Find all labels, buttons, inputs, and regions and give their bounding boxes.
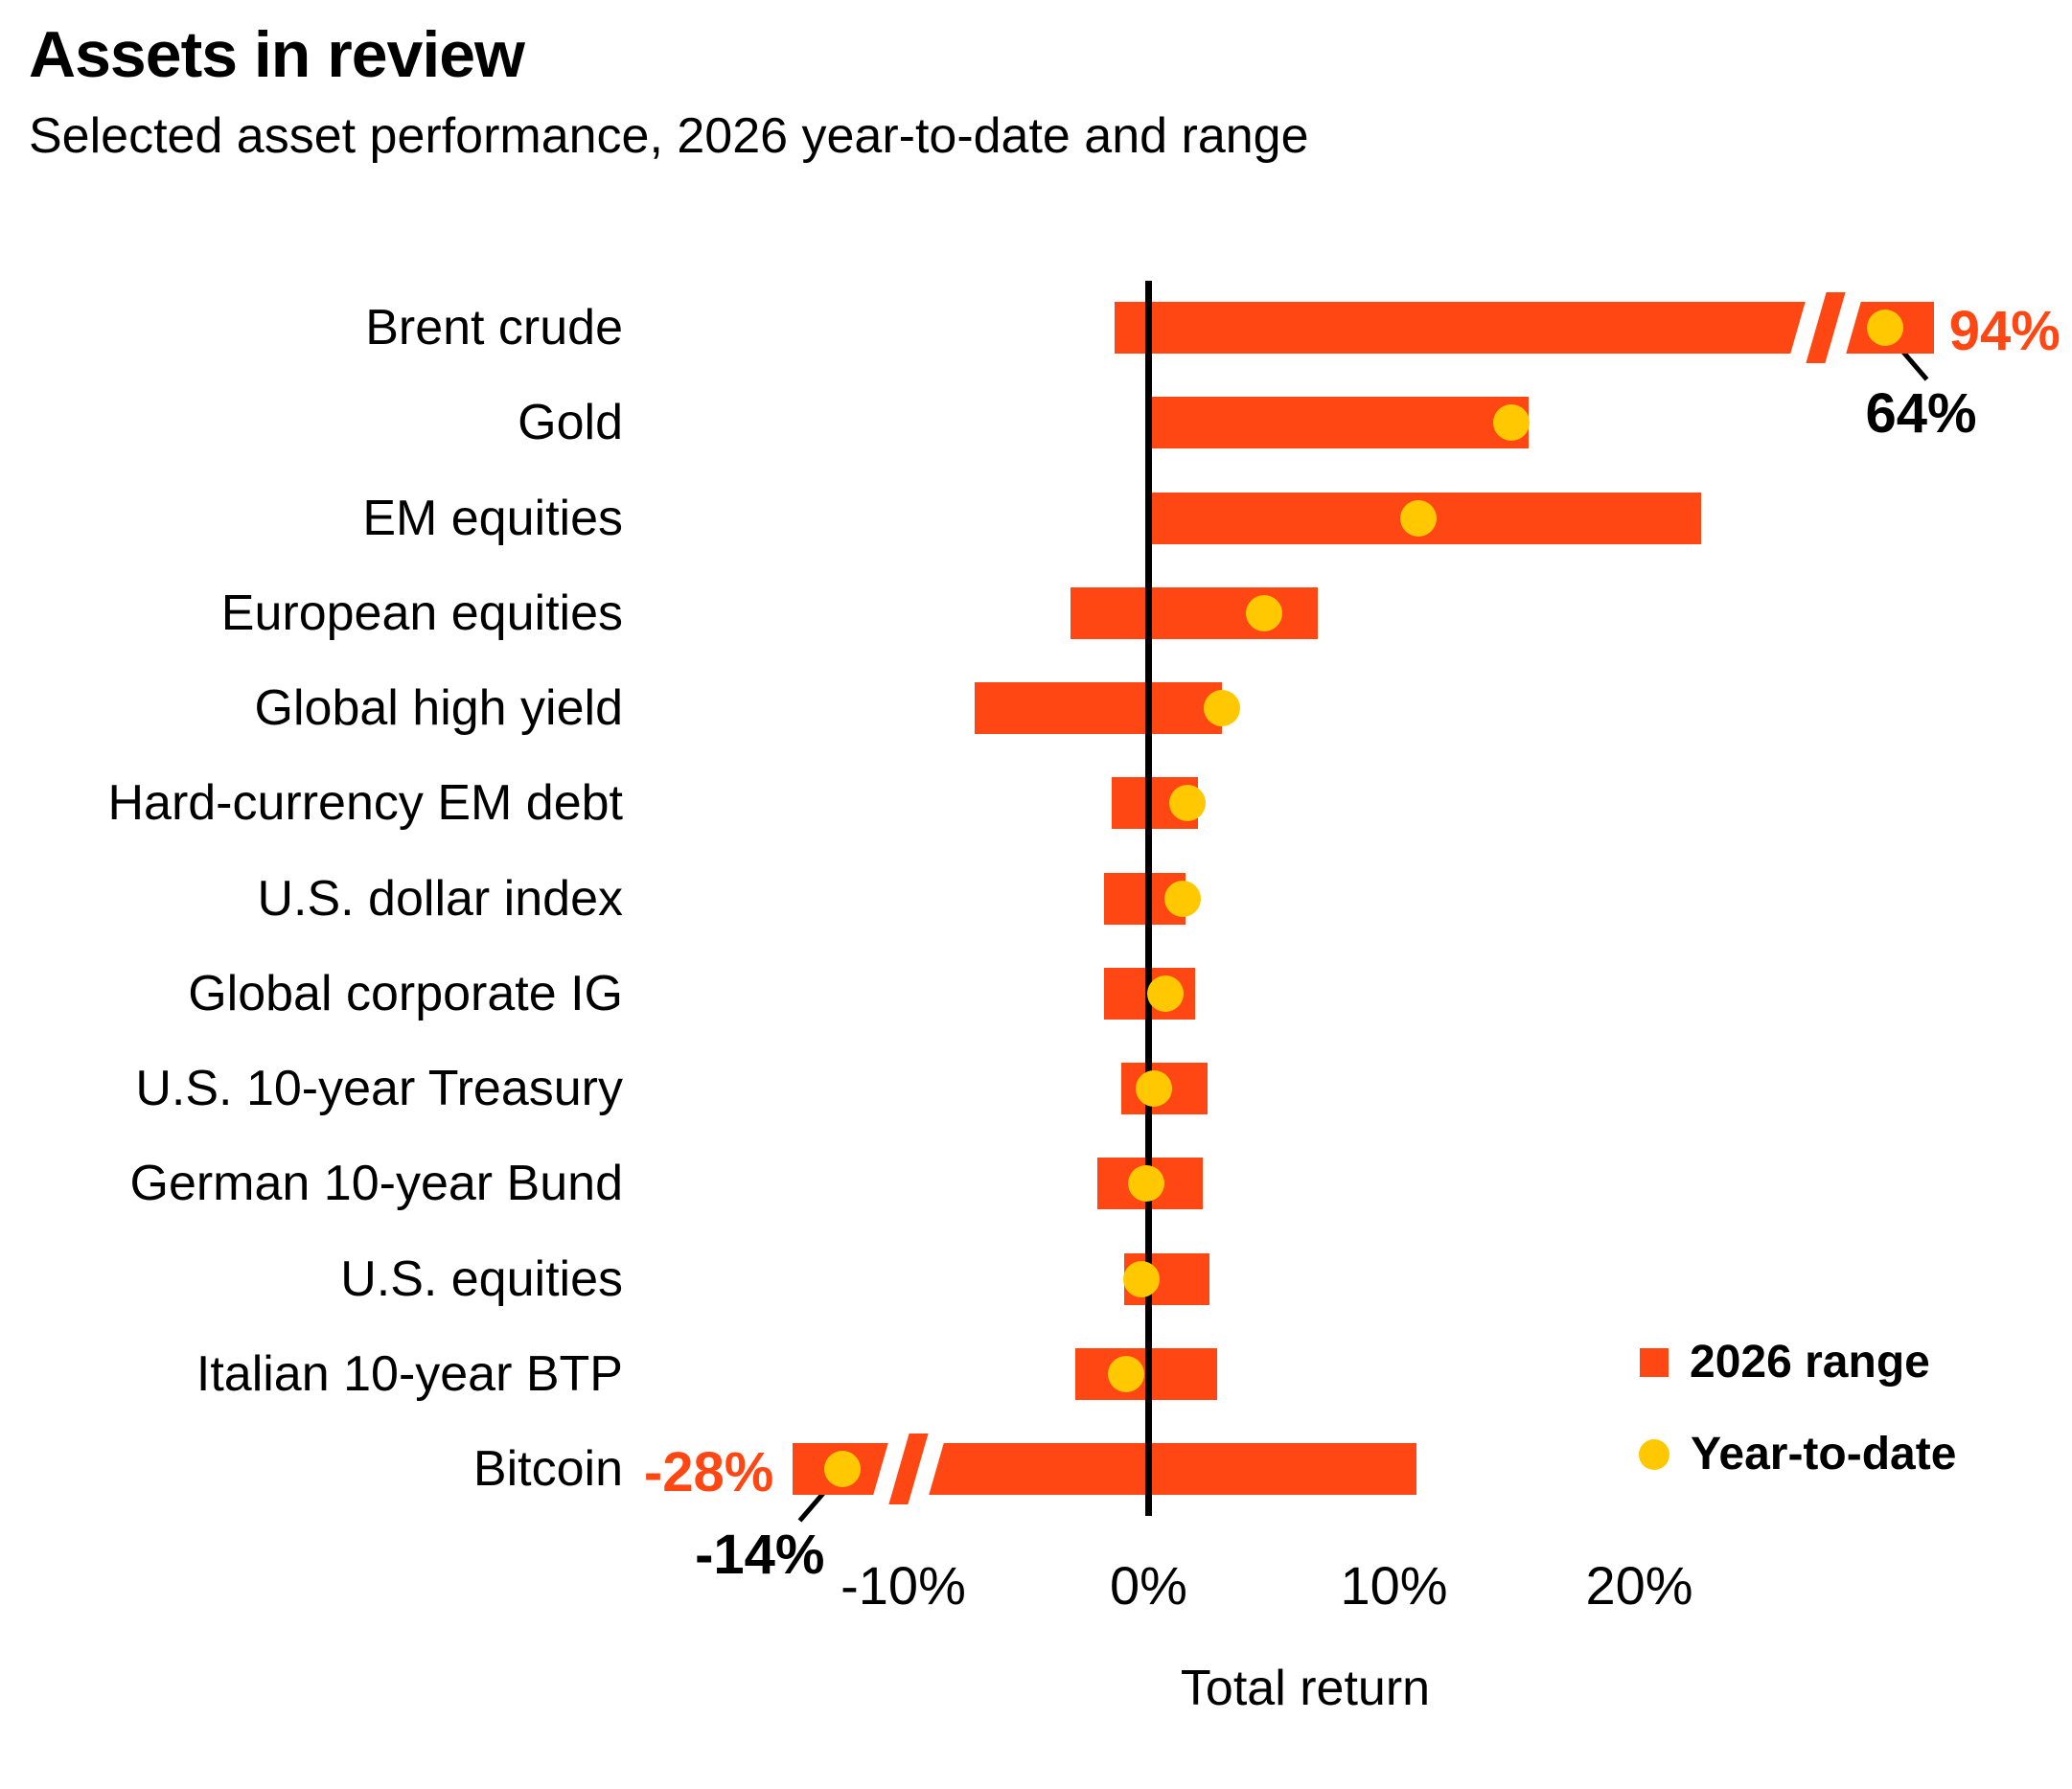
category-label: European equities — [220, 585, 623, 641]
ytd-dot — [1147, 975, 1185, 1012]
category-label: German 10-year Bund — [129, 1156, 624, 1212]
axis-break-stripe — [887, 1433, 929, 1504]
category-label: Gold — [518, 395, 623, 451]
ytd-dot — [1245, 594, 1282, 631]
category-label: EM equities — [362, 490, 623, 546]
axis-tick-label: 20% — [1585, 1555, 1693, 1616]
category-label: U.S. dollar index — [257, 870, 623, 927]
category-label: Bitcoin — [472, 1441, 623, 1497]
ytd-dot — [1135, 1070, 1172, 1107]
axis-break-stripe — [1806, 292, 1846, 363]
range-bar — [974, 682, 1223, 734]
chart-subtitle: Selected asset performance, 2026 year-to… — [29, 108, 1309, 164]
x-axis-title: Total return — [1180, 1661, 1431, 1716]
range-bar — [1148, 397, 1530, 449]
category-label: Hard-currency EM debt — [107, 775, 623, 832]
category-label: Brent crude — [365, 300, 623, 356]
range-min-label: -28% — [643, 1441, 774, 1503]
ytd-dot — [1493, 404, 1531, 442]
axis-tick-label: -10% — [840, 1555, 966, 1616]
zero-axis-line — [1145, 281, 1152, 1516]
ytd-dot — [1122, 1260, 1160, 1297]
legend-range-label: 2026 range — [1690, 1337, 1930, 1388]
category-label: Global high yield — [254, 680, 623, 736]
category-label: Italian 10-year BTP — [196, 1345, 623, 1402]
ytd-dot — [1204, 690, 1241, 726]
chart-title: Assets in review — [29, 18, 525, 91]
ytd-dot — [823, 1451, 861, 1487]
range-max-label: 94% — [1948, 300, 2060, 362]
ytd-swatch-icon — [1639, 1438, 1669, 1470]
ytd-dot — [1164, 880, 1202, 917]
range-swatch-icon — [1640, 1347, 1669, 1377]
ytd-dot — [1866, 310, 1903, 346]
category-label: U.S. 10-year Treasury — [135, 1061, 623, 1116]
legend-item-ytd: Year-to-date — [1639, 1428, 1956, 1480]
category-label: Global corporate IG — [188, 965, 623, 1021]
legend-ytd-label: Year-to-date — [1691, 1429, 1957, 1479]
legend-item-range: 2026 range — [1640, 1336, 1930, 1388]
category-label: U.S. equities — [340, 1250, 623, 1307]
axis-tick-label: 10% — [1340, 1555, 1448, 1616]
ytd-value-label: -14% — [695, 1524, 825, 1586]
ytd-value-label: 64% — [1865, 382, 1977, 445]
ytd-dot — [1400, 499, 1438, 537]
ytd-dot — [1169, 785, 1207, 822]
ytd-dot — [1108, 1355, 1145, 1392]
axis-tick-label: 0% — [1110, 1555, 1187, 1616]
ytd-dot — [1127, 1165, 1164, 1203]
